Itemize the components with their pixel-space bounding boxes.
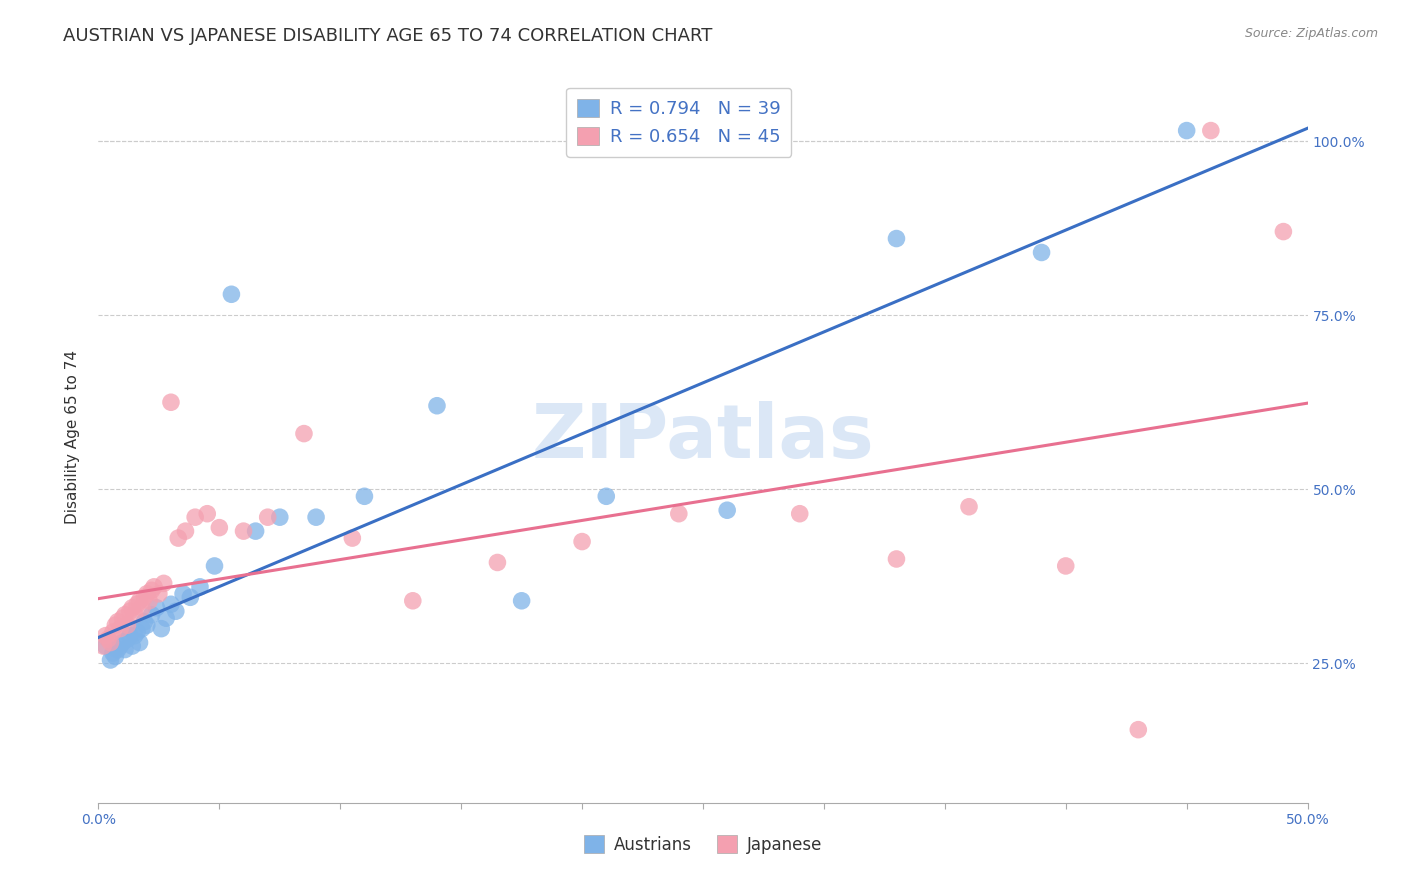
Point (101, 625, 124, 640)
Point (886, 552, 908, 566)
Point (100, 635, 122, 649)
Point (124, 629, 146, 643)
Point (97, 632, 120, 646)
Point (221, 287, 243, 301)
Point (174, 524, 197, 538)
Point (232, 524, 254, 538)
Point (134, 591, 156, 605)
Point (121, 639, 143, 653)
Point (1031, 245, 1053, 260)
Point (426, 399, 449, 413)
Point (1175, 123, 1198, 137)
Point (117, 632, 139, 646)
Legend: Austrians, Japanese: Austrians, Japanese (576, 829, 830, 860)
Point (131, 600, 153, 615)
Point (179, 591, 201, 605)
Point (131, 622, 153, 636)
Point (94, 639, 117, 653)
Point (716, 503, 738, 517)
Point (148, 587, 170, 601)
Point (91, 639, 114, 653)
Point (135, 618, 157, 632)
Point (118, 604, 141, 618)
Point (160, 395, 183, 409)
Point (124, 607, 146, 622)
Point (143, 580, 166, 594)
Point (172, 587, 194, 601)
Point (510, 594, 533, 608)
Point (305, 510, 328, 524)
Point (195, 507, 218, 521)
Point (402, 594, 425, 608)
Point (957, 500, 980, 514)
Point (104, 649, 127, 664)
Point (141, 583, 163, 598)
Point (128, 594, 150, 608)
Point (128, 635, 150, 649)
Point (208, 521, 231, 535)
Point (292, 426, 315, 441)
Point (269, 510, 291, 524)
Text: Source: ZipAtlas.com: Source: ZipAtlas.com (1244, 27, 1378, 40)
Point (127, 597, 149, 611)
Point (886, 231, 908, 245)
Point (150, 622, 173, 636)
Point (256, 510, 278, 524)
Point (204, 558, 226, 573)
Point (138, 594, 160, 608)
Point (595, 489, 617, 503)
Point (94, 629, 117, 643)
Point (101, 646, 124, 660)
Point (118, 629, 141, 643)
Point (135, 587, 157, 601)
Point (1272, 225, 1295, 239)
Point (155, 611, 177, 625)
Point (117, 618, 139, 632)
Point (114, 642, 136, 657)
Point (134, 615, 156, 629)
Point (353, 489, 375, 503)
Point (108, 622, 131, 636)
Point (104, 618, 127, 632)
Point (167, 531, 190, 545)
Point (111, 635, 134, 649)
Point (121, 600, 143, 615)
Point (152, 576, 174, 591)
Point (1054, 558, 1077, 573)
Point (114, 607, 136, 622)
Point (668, 507, 690, 521)
Point (107, 615, 129, 629)
Point (1199, 123, 1222, 137)
Point (100, 653, 122, 667)
Point (571, 534, 593, 549)
Point (107, 642, 129, 657)
Point (111, 611, 134, 625)
Point (127, 625, 149, 640)
Y-axis label: Disability Age 65 to 74: Disability Age 65 to 74 (65, 350, 80, 524)
Point (108, 639, 131, 653)
Point (1128, 723, 1150, 737)
Point (141, 607, 163, 622)
Point (145, 600, 167, 615)
Point (165, 604, 187, 618)
Point (342, 531, 364, 545)
Point (188, 580, 211, 594)
Point (789, 507, 811, 521)
Text: AUSTRIAN VS JAPANESE DISABILITY AGE 65 TO 74 CORRELATION CHART: AUSTRIAN VS JAPANESE DISABILITY AGE 65 T… (63, 27, 713, 45)
Point (160, 597, 183, 611)
Point (486, 556, 509, 570)
Text: ZIPatlas: ZIPatlas (531, 401, 875, 474)
Point (245, 524, 267, 538)
Point (184, 510, 207, 524)
